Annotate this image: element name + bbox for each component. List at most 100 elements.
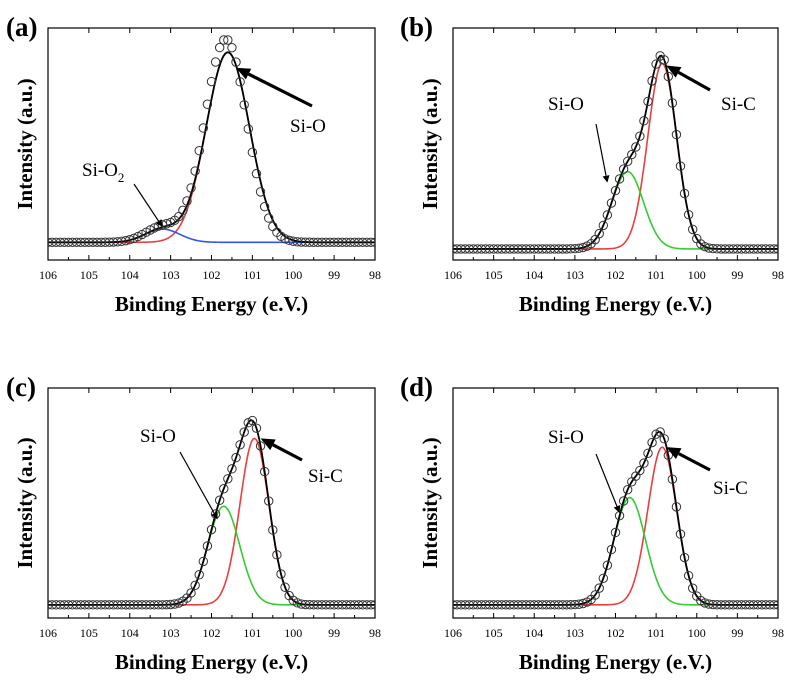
annotation: Si-C	[666, 447, 748, 499]
data-point	[610, 527, 621, 538]
data-point	[598, 220, 609, 231]
chart-panel-3: 106 105 104 103 102 101 100 99 98 Binding Energy …	[6, 372, 381, 674]
data-point	[769, 600, 778, 610]
data-point	[255, 187, 266, 197]
data-point	[679, 552, 690, 563]
plot-area	[48, 35, 375, 248]
panel-label: (b)	[400, 12, 433, 42]
data-point	[606, 198, 617, 208]
x-tick-label: 101	[647, 268, 665, 282]
data-point	[247, 147, 258, 158]
data-point	[259, 201, 270, 212]
x-tick-label: 104	[121, 268, 139, 282]
data-point	[687, 224, 698, 235]
data-point	[643, 96, 653, 107]
data-point	[243, 124, 253, 134]
data-point	[206, 524, 217, 535]
data-point	[769, 244, 778, 254]
annotation-arrow-shaft	[595, 453, 618, 507]
data-point	[239, 100, 249, 110]
data-point	[272, 550, 282, 560]
data-point	[655, 427, 665, 437]
x-axis-label: Binding Energy (e.V.)	[519, 292, 712, 316]
plot-area	[453, 51, 778, 254]
annotation-arrow-head	[211, 511, 218, 520]
annotation-arrow-shaft	[179, 451, 215, 514]
annotation-label: Si-O	[140, 426, 176, 447]
x-tick-label: 99	[328, 268, 340, 282]
data-point	[255, 441, 266, 451]
annotation-arrow-shaft	[247, 72, 313, 108]
data-point	[651, 59, 661, 69]
data-point	[174, 598, 184, 608]
x-tick-label: 105	[485, 626, 503, 640]
data-point	[219, 35, 229, 45]
x-tick-label: 102	[203, 268, 221, 282]
series-envelope-line	[453, 54, 778, 250]
data-point	[235, 77, 245, 87]
data-point	[675, 529, 686, 539]
series-measured-markers	[48, 35, 375, 248]
panel-label: (c)	[6, 372, 36, 402]
data-point	[606, 544, 617, 555]
annotation: Si-C	[666, 65, 756, 115]
data-point	[170, 599, 180, 609]
data-point	[602, 560, 613, 570]
annotation-arrow-head	[666, 65, 682, 78]
data-point	[578, 598, 588, 609]
plot-area	[453, 427, 778, 610]
data-point	[679, 188, 690, 199]
x-tick-label: 98	[369, 626, 381, 640]
annotation-arrow-shaft	[677, 452, 711, 472]
data-point	[186, 183, 196, 193]
x-axis-label: Binding Energy (e.V.)	[115, 650, 308, 674]
data-point	[590, 590, 600, 600]
data-point	[598, 573, 609, 583]
data-point	[190, 166, 200, 176]
x-tick-label: 102	[607, 626, 625, 640]
annotation: Si-O2	[82, 160, 163, 227]
data-point	[659, 434, 669, 444]
x-tick-label: 102	[203, 626, 221, 640]
x-tick-label: 101	[243, 268, 261, 282]
x-tick-label: 104	[525, 268, 543, 282]
data-point	[235, 440, 245, 450]
annotation-label-main: Si-O	[82, 160, 118, 181]
data-point	[223, 35, 233, 45]
data-point	[264, 213, 274, 223]
data-point	[182, 196, 192, 206]
data-point	[659, 55, 669, 65]
annotation-arrow-head	[666, 447, 682, 459]
x-tick-label: 100	[284, 626, 302, 640]
data-point	[602, 210, 613, 220]
x-tick-label: 100	[284, 268, 302, 282]
data-point	[194, 146, 204, 156]
data-point	[647, 76, 657, 86]
x-axis-label: Binding Energy (e.V.)	[519, 650, 712, 674]
data-point	[239, 427, 249, 437]
data-point	[227, 42, 237, 53]
annotation: Si-C	[260, 438, 343, 487]
data-point	[594, 228, 604, 239]
series-measured-markers	[453, 51, 778, 254]
data-point	[639, 458, 649, 468]
x-tick-label: 106	[444, 626, 462, 640]
data-point	[622, 156, 633, 167]
data-point	[683, 209, 694, 220]
data-point	[194, 570, 204, 580]
data-point	[773, 244, 778, 254]
data-point	[663, 71, 674, 82]
data-point	[667, 474, 678, 484]
series-envelope-line	[48, 419, 375, 606]
x-tick-label: 98	[369, 268, 381, 282]
annotation-arrow-head	[155, 219, 163, 227]
data-point	[186, 588, 196, 598]
data-point	[264, 496, 274, 506]
annotation-arrow-head	[602, 175, 610, 183]
annotation-label: Si-C	[713, 478, 748, 499]
data-point	[280, 582, 290, 592]
data-point	[231, 452, 241, 463]
panel-label: (d)	[400, 372, 433, 402]
annotation-arrow-shaft	[677, 70, 711, 92]
